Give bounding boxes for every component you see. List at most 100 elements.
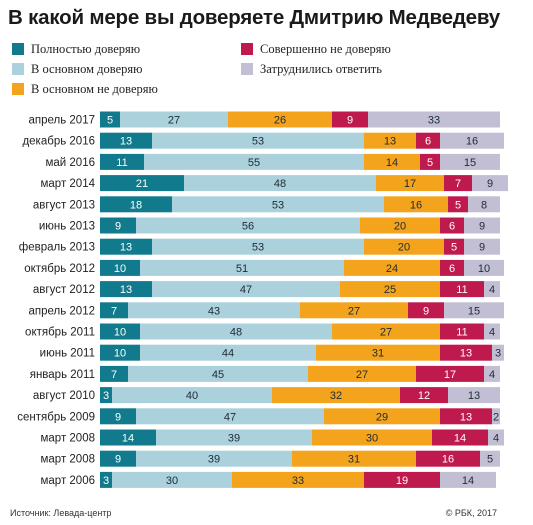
data-label: 9 [115,454,121,466]
bar-segment [384,196,448,213]
bar-segment [416,132,440,149]
bar-segment [464,259,504,276]
bar-segment [152,238,364,255]
bar-segment [152,281,340,298]
bar-segment [492,344,504,361]
category-label: июнь 2011 [40,348,95,360]
bar-segment [364,153,420,170]
data-label: 5 [427,157,433,169]
category-label: февраль 2013 [19,242,95,254]
category-label: апрель 2012 [28,305,95,317]
category-label: январь 2011 [30,369,95,381]
legend-item-fully-distrust: Совершенно не доверяю [241,42,391,56]
data-label: 14 [386,157,398,169]
bar-segment [140,344,316,361]
data-label: 7 [111,305,117,317]
data-label: 13 [120,284,132,296]
bar-segment [448,196,468,213]
data-label: 10 [114,263,126,275]
bar-segment [184,175,376,192]
bar-segment [364,238,444,255]
data-label: 9 [115,221,121,233]
data-label: 6 [449,263,455,275]
data-label: 5 [455,199,461,211]
data-label: 47 [240,284,252,296]
legend-item-fully-trust: Полностью доверяю [12,42,140,56]
data-label: 53 [252,242,264,254]
bar-segment [440,153,500,170]
data-label: 48 [230,327,242,339]
data-label: 4 [489,284,495,296]
legend-item-mostly-trust: В основном доверяю [12,62,142,76]
bar-segment [100,259,140,276]
bar-segment [448,387,500,404]
category-label: декабрь 2016 [22,136,95,148]
data-label: 31 [372,348,384,360]
data-label: 13 [120,242,132,254]
data-label: 5 [487,454,493,466]
data-label: 9 [423,305,429,317]
bar-segment [128,365,308,382]
category-label: март 2008 [41,454,96,466]
data-label: 17 [444,369,456,381]
bar-segment [308,365,416,382]
data-label: 20 [394,221,406,233]
data-label: 4 [489,327,495,339]
data-label: 2 [493,411,499,423]
data-label: 8 [481,199,487,211]
bar-segment [444,175,472,192]
category-label: июнь 2013 [39,221,95,233]
bar-segment [400,387,448,404]
data-label: 30 [366,433,378,445]
bar-segment [152,132,364,149]
data-label: 19 [396,475,408,487]
data-label: 12 [418,390,430,402]
legend-label: Затруднились ответить [260,61,382,76]
bar-segment [416,365,484,382]
legend-swatch [12,83,24,95]
bar-segment [316,344,440,361]
bar-segment [324,408,440,425]
bar-segment [484,281,500,298]
bar-segment [332,323,440,340]
bar-segment [492,408,500,425]
bar-segment [112,471,232,488]
data-label: 17 [404,178,416,190]
data-label: 7 [111,369,117,381]
bar-segment [364,471,440,488]
data-label: 48 [274,178,286,190]
data-label: 11 [456,284,467,296]
data-label: 9 [347,115,353,127]
category-label: октябрь 2012 [24,263,95,275]
source-note: Источник: Левада-центр [10,508,112,518]
legend-label: В основном доверяю [31,61,143,76]
data-label: 51 [236,263,248,275]
bar-segment [420,153,440,170]
bar-segment [100,429,156,446]
bar-segment [100,344,140,361]
data-label: 15 [464,157,476,169]
category-label: май 2016 [45,157,95,169]
data-label: 30 [166,475,178,487]
data-label: 13 [120,136,132,148]
data-label: 53 [252,136,264,148]
bar-segment [100,238,152,255]
data-label: 45 [212,369,224,381]
data-label: 10 [478,263,490,275]
bar-segment [444,238,464,255]
bar-segment [376,175,444,192]
bar-segment [136,450,292,467]
legend-swatch [12,43,24,55]
bar-segment [464,238,500,255]
bar-segment [292,450,416,467]
data-label: 40 [186,390,198,402]
bar-segment [312,429,432,446]
bar-segment [300,302,408,319]
bar-segment [272,387,400,404]
bar-segment [128,302,300,319]
data-label: 31 [348,454,360,466]
bar-segment [232,471,364,488]
data-label: 4 [489,369,495,381]
data-label: 9 [487,178,493,190]
data-label: 14 [462,475,474,487]
